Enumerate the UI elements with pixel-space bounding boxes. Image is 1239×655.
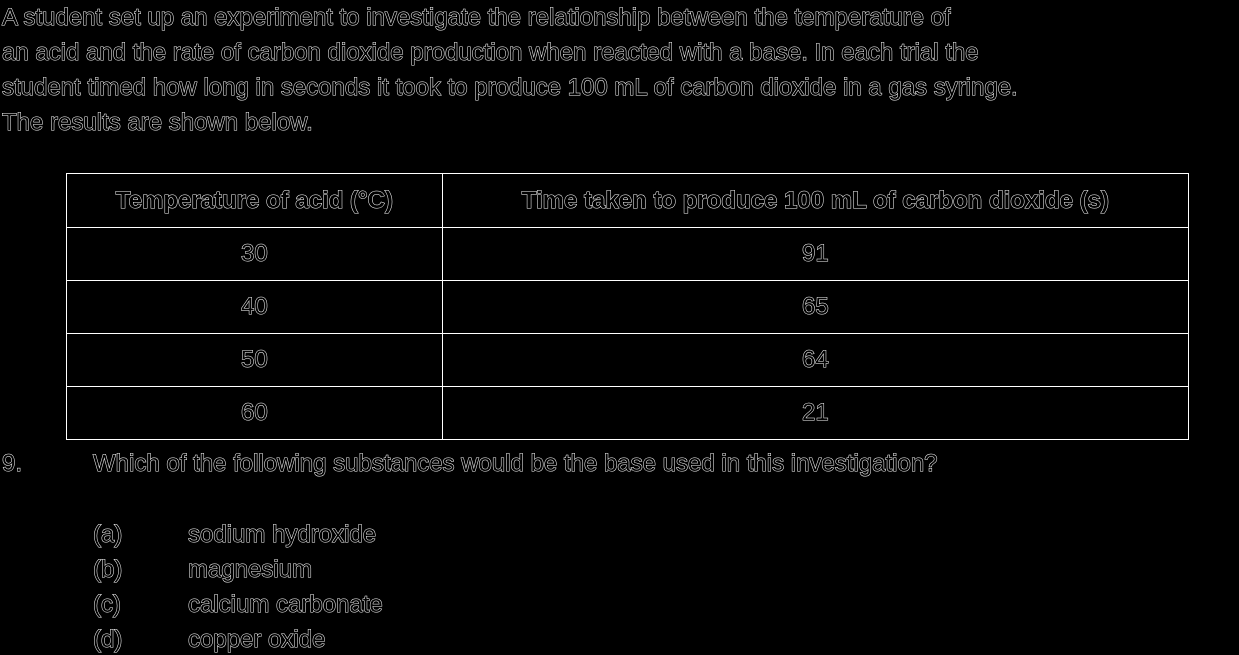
table-header-row: Temperature of acid (°C) Time taken to p… [66,173,1190,228]
intro-line: The results are shown below. [2,109,314,137]
cell-temperature: 50 [66,333,443,387]
option-d[interactable]: (d) copper oxide [93,622,383,655]
intro-line: A student set up an experiment to invest… [2,4,952,32]
option-letter: (c) [93,591,122,619]
option-letter: (d) [93,626,123,654]
cell-time: 21 [441,386,1190,440]
intro-paragraph: A student set up an experiment to invest… [2,0,1239,140]
option-text: calcium carbonate [188,591,384,619]
table-row: 40 65 [66,280,1190,334]
cell-time: 64 [441,333,1190,387]
option-letter: (a) [93,521,123,549]
header-time: Time taken to produce 100 mL of carbon d… [441,173,1190,228]
cell-temperature: 30 [66,227,443,281]
table-row: 50 64 [66,333,1190,387]
option-text: sodium hydroxide [187,521,377,549]
option-letter: (b) [93,556,123,584]
question-text: Which of the following substances would … [93,450,939,478]
cell-temperature: 40 [66,280,443,334]
question-number: 9. [1,450,23,478]
option-a[interactable]: (a) sodium hydroxide [93,517,383,552]
option-text: magnesium [187,556,313,584]
intro-line: an acid and the rate of carbon dioxide p… [2,39,980,67]
option-c[interactable]: (c) calcium carbonate [93,587,384,622]
intro-line: student timed how long in seconds it too… [2,74,1019,102]
cell-temperature: 60 [66,386,443,440]
cell-time: 65 [441,280,1190,334]
table-row: 30 91 [66,227,1190,281]
option-b[interactable]: (b) magnesium [93,552,383,587]
answer-options: (a) sodium hydroxide (b) magnesium (c) c… [93,517,384,655]
cell-time: 91 [441,227,1190,281]
option-text: copper oxide [187,626,326,654]
header-temperature: Temperature of acid (°C) [66,173,443,228]
table-row: 60 21 [66,386,1190,440]
results-table: Temperature of acid (°C) Time taken to p… [66,173,1190,440]
